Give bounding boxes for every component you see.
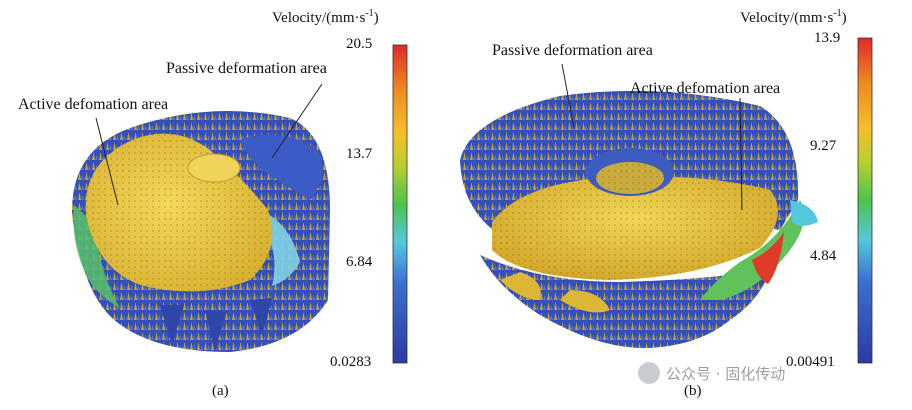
panel-a-tick-3: 6.84 [346,254,373,270]
watermark-text: 公众号 · 固化传动 [666,365,786,383]
panel-b-caption: (b) [684,383,702,399]
panel-b-passive-label: Passive deformation area [492,42,653,59]
panel-b-active-label: Active defomation area [630,80,781,97]
wechat-icon [638,362,660,384]
panel-b-tick-max: 13.9 [814,30,841,46]
panel-a-passive-label: Passive deformation area [166,60,327,77]
panel-a-colorbar-title-text: Velocity/(mm·s [272,10,366,26]
panel-a-colorbar [392,44,408,364]
panel-a-active-label: Active defomation area [18,96,169,113]
panel-a-tick-min: 0.0283 [330,354,372,370]
panel-a-caption: (a) [212,383,229,399]
panel-b-model [460,90,818,349]
panel-a-passive-leader [271,83,323,159]
panel-b-colorbar-title-sup: -1 [833,8,842,19]
panel-b-active-leader [739,97,743,211]
panel-b-tick-3: 4.84 [810,248,837,264]
panel-b-colorbar-title-close: ) [841,10,847,26]
panel-a-tick-max: 20.5 [346,36,373,52]
panel-a-model [71,110,330,353]
panel-b-passive-leader [561,63,575,129]
panel-a-tick-2: 13.7 [346,146,373,162]
panel-a-colorbar-title-close: ) [373,10,379,26]
panel-b-tick-min: 0.00491 [786,354,835,370]
panel-a-colorbar-title: Velocity/(mm·s-1) [272,8,379,27]
panel-b-colorbar [857,37,873,364]
panel-a-colorbar-title-sup: -1 [365,8,374,19]
panel-b-colorbar-title: Velocity/(mm·s-1) [740,8,847,27]
panel-b-colorbar-title-text: Velocity/(mm·s [740,10,834,26]
panel-b-tick-2: 9.27 [810,138,837,154]
panel-a-active-leader [95,117,119,206]
